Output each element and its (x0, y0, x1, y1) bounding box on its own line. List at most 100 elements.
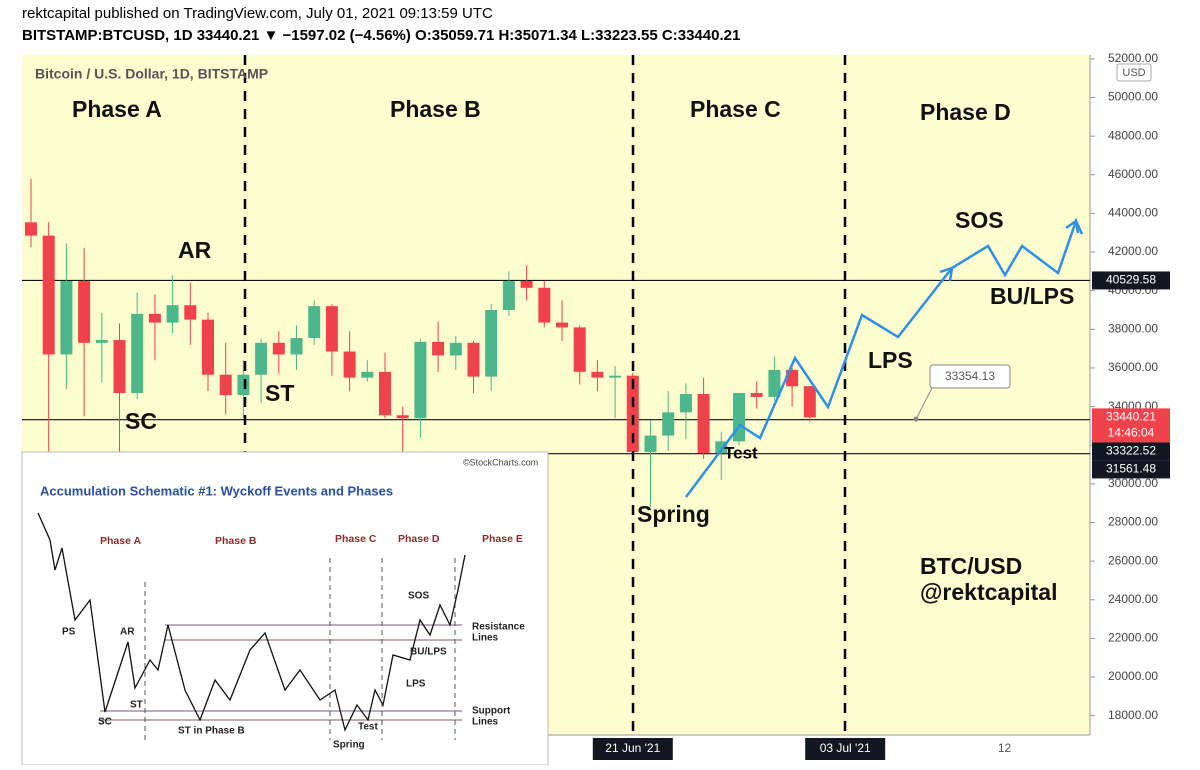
countdown: 14:46:04 (1108, 426, 1155, 440)
y-tick-label: 52000.00 (1108, 51, 1158, 65)
projection (685, 217, 1084, 498)
callout-pointer (915, 387, 933, 420)
schematic-path (37, 512, 466, 732)
inset-dividers (144, 558, 456, 740)
candle-body (113, 339, 126, 394)
projection-path (685, 267, 953, 498)
candle-body (255, 342, 268, 375)
y-tick-label: 46000.00 (1108, 167, 1158, 181)
header-ohlc: BITSTAMP:BTCUSD, 1D 33440.21 ▼ −1597.02 … (22, 27, 740, 44)
candle-body (237, 374, 250, 395)
x-tick-box (592, 738, 673, 760)
axis-unit: USD (1122, 67, 1145, 79)
price-label-box (1092, 442, 1170, 461)
candle-body (679, 394, 692, 413)
candle-body (733, 393, 745, 442)
candle-body (803, 386, 816, 418)
y-tick-label: 48000.00 (1108, 128, 1158, 142)
inset-phase: Phase A (100, 535, 141, 547)
candle-body (60, 281, 73, 355)
candle-body (432, 341, 445, 356)
price-label: 33322.52 (1106, 444, 1156, 458)
candle-body (95, 339, 108, 343)
inset-event: PS (62, 627, 76, 638)
candle-body (591, 371, 604, 378)
y-tick-label: 24000.00 (1108, 592, 1158, 606)
annotation: BU/LPS (990, 283, 1074, 309)
x-tick-label: 21 Jun '21 (605, 741, 660, 755)
candle-body (272, 342, 285, 355)
inset-phase: Phase C (335, 533, 377, 545)
y-tick-label: 26000.00 (1108, 553, 1158, 567)
candle-body (361, 371, 374, 378)
candle-body (219, 374, 232, 395)
y-tick-label: 44000.00 (1108, 206, 1158, 220)
candle-body (626, 375, 639, 452)
inset-title: Accumulation Schematic #1: Wyckoff Event… (40, 483, 393, 498)
price-label-box (1092, 460, 1170, 479)
candle-body (662, 412, 675, 436)
y-tick-label: 50000.00 (1108, 90, 1158, 104)
candle-body (396, 415, 409, 419)
inset-label: Lines (472, 717, 499, 728)
y-tick-label: 30000.00 (1108, 476, 1158, 490)
callout-point (913, 416, 919, 422)
candle-body (308, 306, 321, 339)
y-tick-label: 36000.00 (1108, 360, 1158, 374)
candle-body (715, 441, 728, 453)
phase-label: Phase D (920, 99, 1011, 125)
inset-event: Spring (333, 740, 365, 751)
annotation: SC (125, 408, 157, 434)
header-line: rektcapital published on TradingView.com… (22, 5, 493, 22)
y-tick-label: 18000.00 (1108, 708, 1158, 722)
inset-event: ST in Phase B (178, 726, 245, 737)
candle-body (573, 327, 586, 372)
candle-body (644, 435, 657, 452)
y-tick-label: 38000.00 (1108, 321, 1158, 335)
phase-label: Phase A (72, 96, 162, 122)
inset-label: Support (472, 706, 511, 717)
annotation: Spring (637, 501, 710, 527)
x-tick-label: 03 Jul '21 (820, 741, 871, 755)
candle-body (202, 319, 214, 375)
candle-body (290, 338, 303, 355)
inset-event: SC (98, 717, 112, 728)
inset-event: Test (358, 722, 378, 733)
candle-body (502, 281, 515, 310)
candle-body (148, 313, 161, 323)
candle-body (343, 351, 356, 378)
annotation: LPS (868, 347, 913, 373)
candle-body (184, 305, 197, 320)
candle-body (166, 305, 179, 323)
phase-label: Phase C (690, 96, 781, 122)
price-label: 31561.48 (1106, 462, 1156, 476)
candle-body (556, 322, 568, 328)
candle-body (750, 393, 763, 397)
candle-body (414, 341, 427, 419)
inset-phase: Phase E (482, 533, 523, 545)
candle-body (25, 222, 37, 236)
y-tick-label: 22000.00 (1108, 631, 1158, 645)
price-label: 40529.58 (1106, 273, 1156, 287)
annotation: SOS (955, 207, 1004, 233)
price-label: 33440.21 (1106, 410, 1156, 424)
annotation: AR (178, 237, 212, 263)
candle-body (768, 369, 781, 397)
inset: ©StockCharts.com Accumulation Schematic … (21, 451, 549, 766)
inset-event: LPS (406, 679, 426, 690)
price-label-box (1092, 408, 1170, 443)
candle-body (78, 281, 91, 343)
x-tick-label: 12 (998, 741, 1012, 755)
callout-box (929, 364, 1011, 389)
unit-box (1116, 63, 1152, 82)
candle-body (697, 394, 710, 453)
candle-body (467, 342, 480, 377)
candle-body (520, 281, 533, 288)
inset-box (21, 451, 549, 766)
annotation: @rektcapital (920, 579, 1057, 605)
y-tick-label: 28000.00 (1108, 515, 1158, 529)
candle-body (379, 371, 391, 416)
phase-label: Phase B (390, 96, 481, 122)
